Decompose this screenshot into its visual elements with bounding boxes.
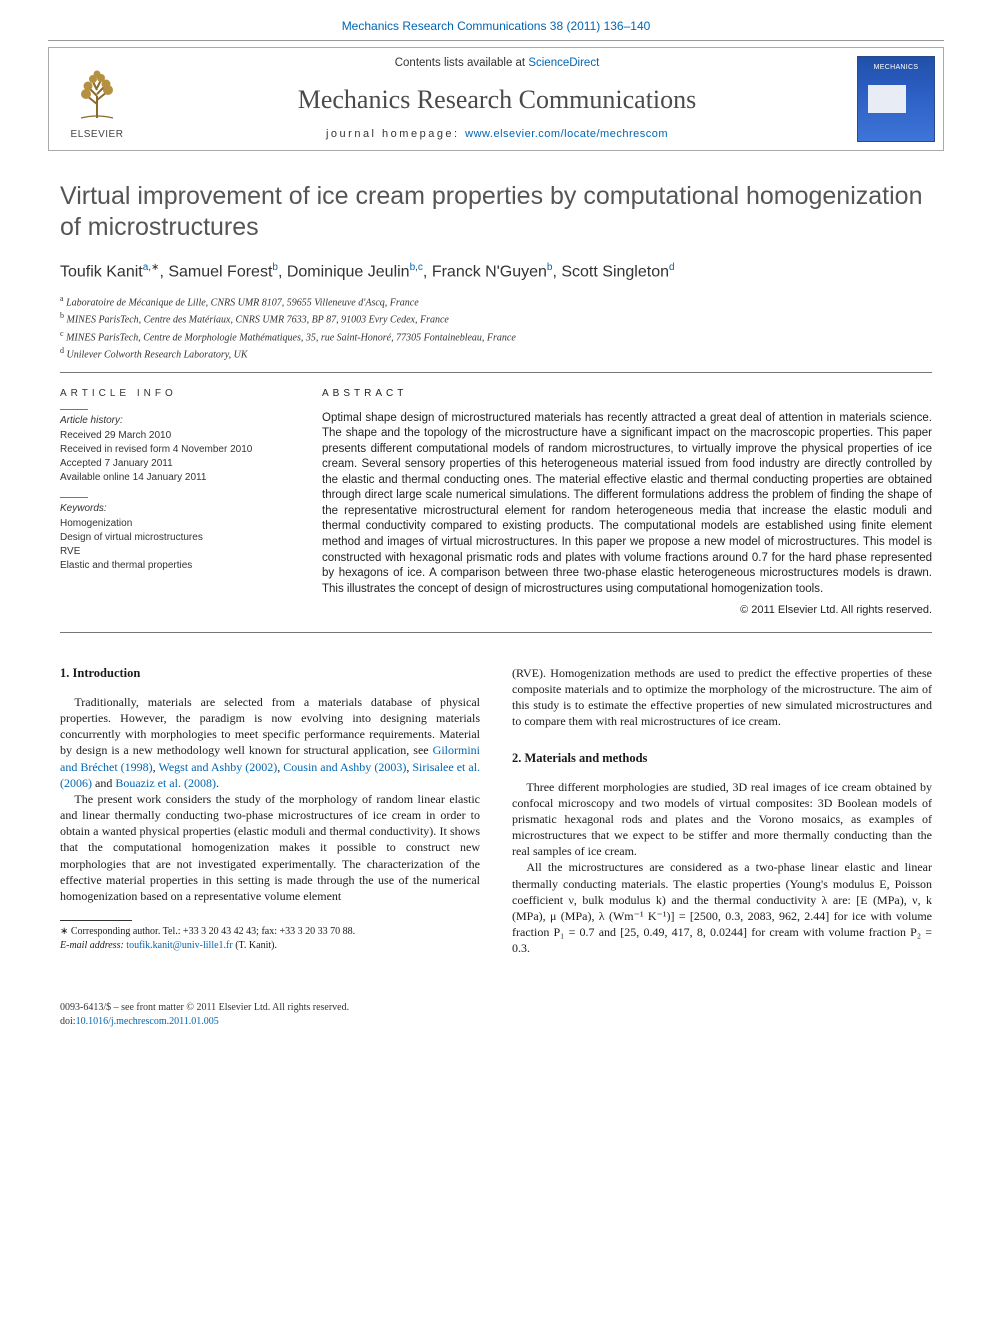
keywords-head: Keywords: <box>60 502 290 516</box>
section-1-para-2: The present work considers the study of … <box>60 791 480 904</box>
journal-header: ELSEVIER Contents lists available at Sci… <box>48 47 944 150</box>
article-info-col: article info Article history: Received 2… <box>60 373 290 632</box>
left-column: 1. Introduction Traditionally, materials… <box>60 665 480 957</box>
homepage-prefix: journal homepage: <box>326 128 465 140</box>
page-footer: 0093-6413/$ – see front matter © 2011 El… <box>60 1001 932 1029</box>
abstract-copyright: © 2011 Elsevier Ltd. All rights reserved… <box>322 603 932 618</box>
footnote-line-1: ∗ Corresponding author. Tel.: +33 3 20 4… <box>60 925 480 939</box>
keyword: Homogenization <box>60 517 290 531</box>
header-center: Contents lists available at ScienceDirec… <box>145 48 849 149</box>
email-tail: (T. Kanit). <box>233 940 277 951</box>
citation-link[interactable]: Mechanics Research Communications 38 (20… <box>342 19 651 33</box>
keyword: Design of virtual microstructures <box>60 531 290 545</box>
section-2-para-1: Three different morphologies are studied… <box>512 779 932 860</box>
history-line: Available online 14 January 2011 <box>60 471 290 485</box>
history-line: Accepted 7 January 2011 <box>60 457 290 471</box>
affiliation: d Unilever Colworth Research Laboratory,… <box>60 345 932 362</box>
body-columns: 1. Introduction Traditionally, materials… <box>60 665 932 957</box>
contents-line: Contents lists available at ScienceDirec… <box>395 56 600 72</box>
section-1-head: 1. Introduction <box>60 665 480 682</box>
citation-line: Mechanics Research Communications 38 (20… <box>0 0 992 40</box>
article-body: Virtual improvement of ice cream propert… <box>0 151 992 985</box>
abstract-col: abstract Optimal shape design of microst… <box>322 373 932 632</box>
doi-link[interactable]: 10.1016/j.mechrescom.2011.01.005 <box>76 1016 219 1027</box>
homepage-link[interactable]: www.elsevier.com/locate/mechrescom <box>465 128 668 140</box>
history-head: Article history: <box>60 414 290 428</box>
authors-line: Toufik Kanita,∗, Samuel Forestb, Dominiq… <box>60 261 932 283</box>
top-rule <box>48 40 944 41</box>
history-line: Received 29 March 2010 <box>60 429 290 443</box>
citation-ref[interactable]: Wegst and Ashby (2002) <box>158 760 277 774</box>
section-1-para-cont: (RVE). Homogenization methods are used t… <box>512 665 932 730</box>
doi-label: doi: <box>60 1016 76 1027</box>
abstract-text: Optimal shape design of microstructured … <box>322 411 932 597</box>
keyword: Elastic and thermal properties <box>60 559 290 573</box>
article-title: Virtual improvement of ice cream propert… <box>60 181 932 244</box>
citation-ref[interactable]: Cousin and Ashby (2003) <box>283 760 406 774</box>
publisher-block: ELSEVIER <box>49 48 145 149</box>
history-line: Received in revised form 4 November 2010 <box>60 443 290 457</box>
sciencedirect-link[interactable]: ScienceDirect <box>528 57 599 69</box>
affiliation: c MINES ParisTech, Centre de Morphologie… <box>60 328 932 345</box>
elsevier-tree-icon <box>67 64 127 124</box>
affiliation: b MINES ParisTech, Centre des Matériaux,… <box>60 310 932 327</box>
footer-doi: doi:10.1016/j.mechrescom.2011.01.005 <box>60 1015 932 1029</box>
journal-cover-thumbnail[interactable] <box>857 56 935 141</box>
corresponding-footnote: ∗ Corresponding author. Tel.: +33 3 20 4… <box>60 925 480 953</box>
abstract-head: abstract <box>322 387 932 401</box>
footnote-rule <box>60 920 132 921</box>
affiliations-block: a Laboratoire de Mécanique de Lille, CNR… <box>60 293 932 362</box>
journal-name: Mechanics Research Communications <box>298 82 697 117</box>
publisher-name: ELSEVIER <box>71 128 124 142</box>
affiliation: a Laboratoire de Mécanique de Lille, CNR… <box>60 293 932 310</box>
email-label: E-mail address: <box>60 940 126 951</box>
section-2-para-2: All the microstructures are considered a… <box>512 859 932 956</box>
mini-rule-2 <box>60 497 88 498</box>
footnote-line-2: E-mail address: toufik.kanit@univ-lille1… <box>60 939 480 953</box>
right-column: (RVE). Homogenization methods are used t… <box>512 665 932 957</box>
section-1-para-1: Traditionally, materials are selected fr… <box>60 694 480 791</box>
section-2-head: 2. Materials and methods <box>512 750 932 767</box>
homepage-line: journal homepage: www.elsevier.com/locat… <box>326 127 668 142</box>
citation-ref[interactable]: Bouaziz et al. (2008) <box>115 776 216 790</box>
mini-rule-1 <box>60 409 88 410</box>
email-link[interactable]: toufik.kanit@univ-lille1.fr <box>126 940 232 951</box>
info-abstract-row: article info Article history: Received 2… <box>60 373 932 633</box>
article-info-head: article info <box>60 387 290 401</box>
footer-frontmatter: 0093-6413/$ – see front matter © 2011 El… <box>60 1001 932 1015</box>
contents-prefix: Contents lists available at <box>395 57 529 69</box>
keyword: RVE <box>60 545 290 559</box>
